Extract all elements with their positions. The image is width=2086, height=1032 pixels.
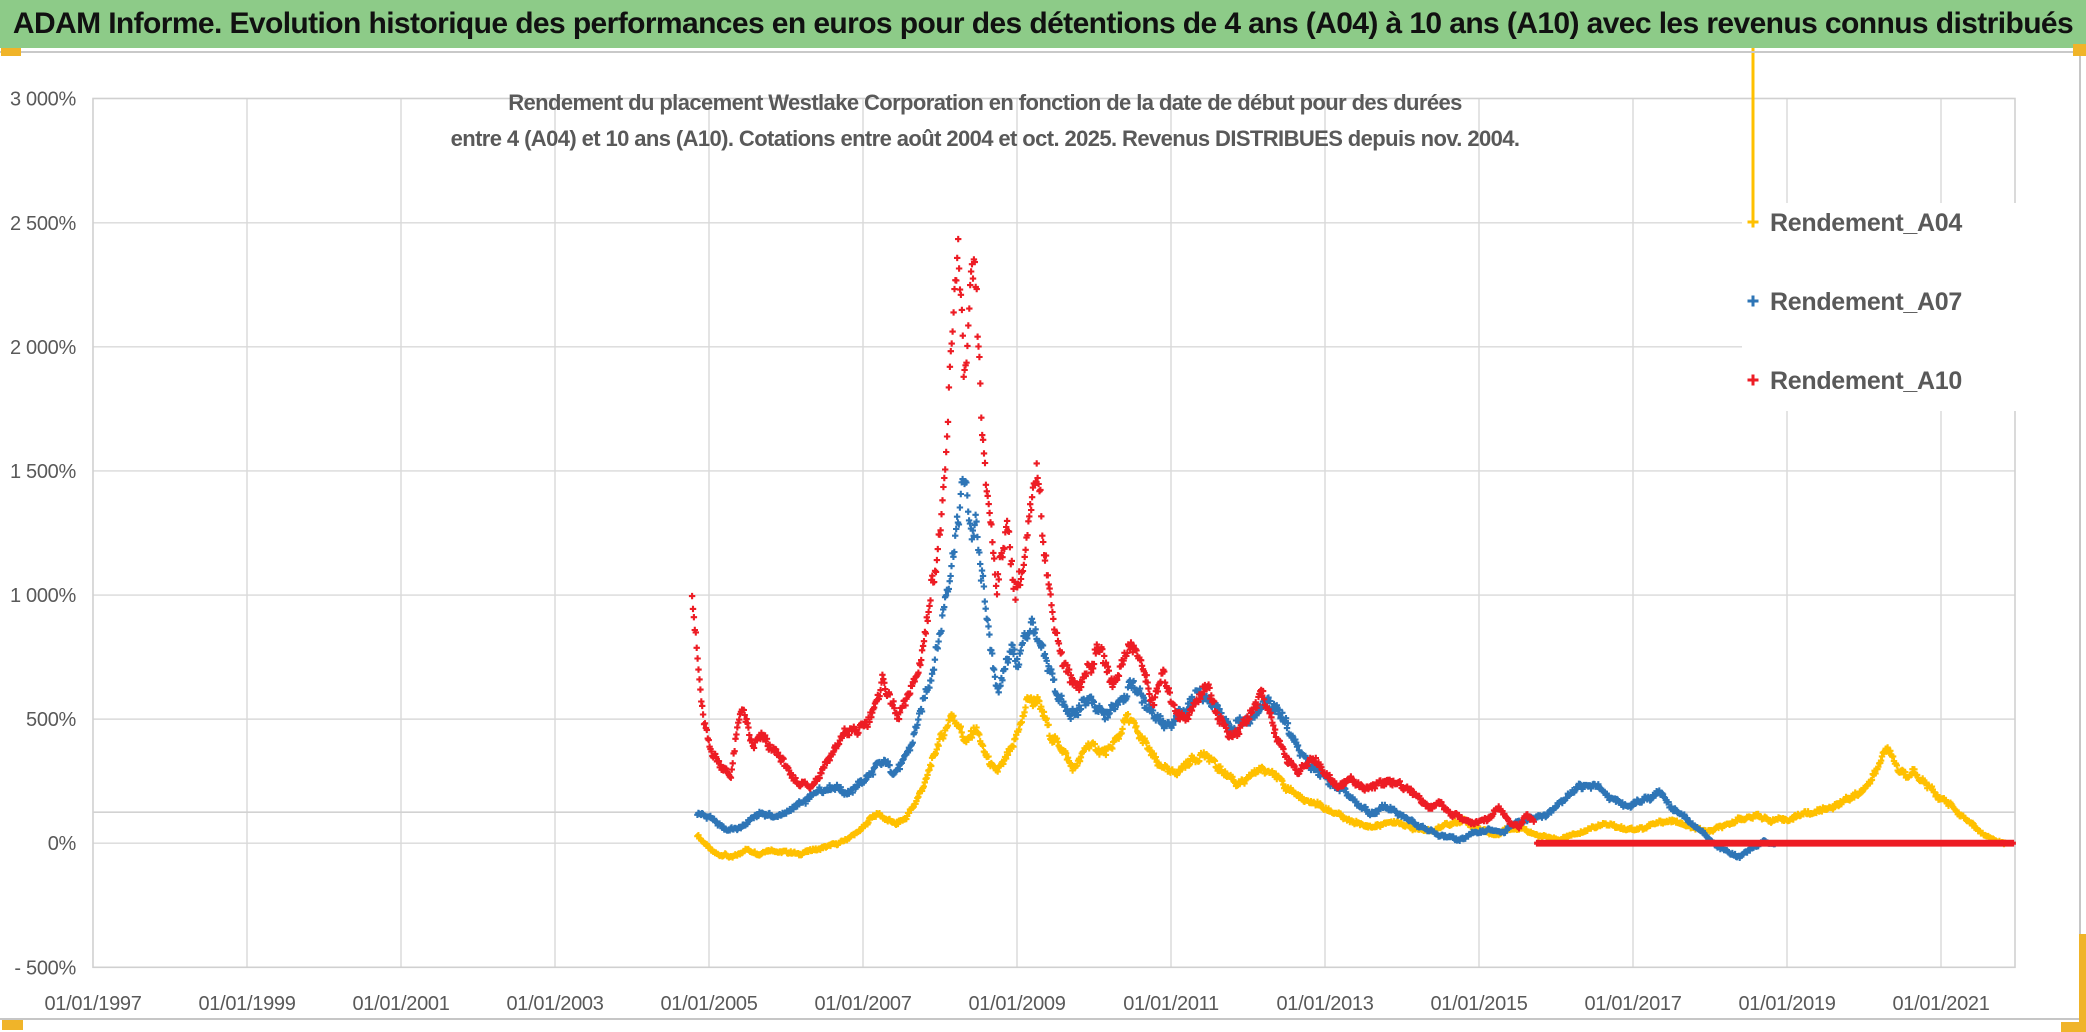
- selection-border-accent-bottom-left: [2, 1020, 23, 1030]
- legend-item-a07[interactable]: Rendement_A07: [1747, 288, 1963, 316]
- legend-marker-a10-icon: [1747, 374, 1759, 386]
- scatter-points-Rendement_A07: [694, 475, 1778, 861]
- x-tick-label: 01/01/1997: [44, 993, 141, 1015]
- x-tick-label: 01/01/2001: [352, 993, 449, 1015]
- y-tick-label: 1 500%: [10, 461, 77, 483]
- x-tick-label: 01/01/2007: [814, 993, 911, 1015]
- legend-label-a04: Rendement_A04: [1770, 209, 1962, 237]
- x-tick-label: 01/01/2003: [506, 993, 603, 1015]
- x-tick-label: 01/01/2013: [1276, 993, 1373, 1015]
- gridlines: [93, 98, 2015, 968]
- legend-marker-a04-icon: [1747, 1, 1759, 228]
- sheet-rule-top: [0, 51, 2086, 53]
- chart-title-line2: entre 4 (A04) et 10 ans (A10). Cotations…: [451, 126, 1520, 151]
- scatter-points-Rendement_A10: [688, 235, 1537, 832]
- data-series: [688, 235, 2016, 861]
- x-tick-label: 01/01/2015: [1430, 993, 1527, 1015]
- selection-border-accent-top-right: [2073, 44, 2086, 56]
- legend-label-a07: Rendement_A07: [1770, 288, 1962, 316]
- chart-title-line1: Rendement du placement Westlake Corporat…: [508, 90, 1462, 115]
- y-tick-label: 1 000%: [10, 585, 77, 607]
- legend-marker-a07-icon: [1747, 295, 1759, 307]
- x-tick-label: 01/01/2009: [968, 993, 1065, 1015]
- selection-border-accent-bottom-right-v: [2079, 934, 2086, 1024]
- legend-item-a04[interactable]: Rendement_A04: [1747, 1, 1963, 237]
- legend: Rendement_A04 Rendement_A07 Rendement_A1…: [1742, 1, 2064, 411]
- x-tick-label: 01/01/2005: [660, 993, 757, 1015]
- x-tick-label: 01/01/1999: [198, 993, 295, 1015]
- selection-border-accent-bottom-right-h: [2061, 1022, 2086, 1032]
- plot-border: [92, 97, 2016, 969]
- y-tick-label: 0%: [48, 833, 77, 855]
- legend-item-a10[interactable]: Rendement_A10: [1747, 367, 1963, 395]
- y-tick-label: 2 500%: [10, 213, 77, 235]
- sheet-rule-bottom: [0, 1018, 2086, 1020]
- legend-background: [1742, 203, 2064, 411]
- header-bar: ADAM Informe. Evolution historique des p…: [0, 0, 2086, 48]
- sheet-rule-right: [2079, 52, 2081, 1018]
- x-tick-label: 01/01/2021: [1892, 993, 1989, 1015]
- y-tick-label: 3 000%: [10, 89, 77, 111]
- y-tick-label: 2 000%: [10, 337, 77, 359]
- header-title: ADAM Informe. Evolution historique des p…: [12, 7, 2074, 40]
- legend-label-a10: Rendement_A10: [1770, 367, 1962, 395]
- x-tick-label: 01/01/2011: [1123, 993, 1219, 1015]
- x-tick-label: 01/01/2019: [1738, 993, 1835, 1015]
- scatter-points-flat-Rendement_A10: [1534, 839, 2016, 847]
- selection-border-accent-top-left: [1, 48, 21, 56]
- y-tick-label: 500%: [26, 709, 76, 731]
- axis-tick-labels: 01/01/1997 01/01/1999 01/01/2001 01/01/2003…: [10, 89, 1990, 1015]
- x-tick-label: 01/01/2017: [1584, 993, 1681, 1015]
- y-tick-label: - 500%: [14, 957, 76, 979]
